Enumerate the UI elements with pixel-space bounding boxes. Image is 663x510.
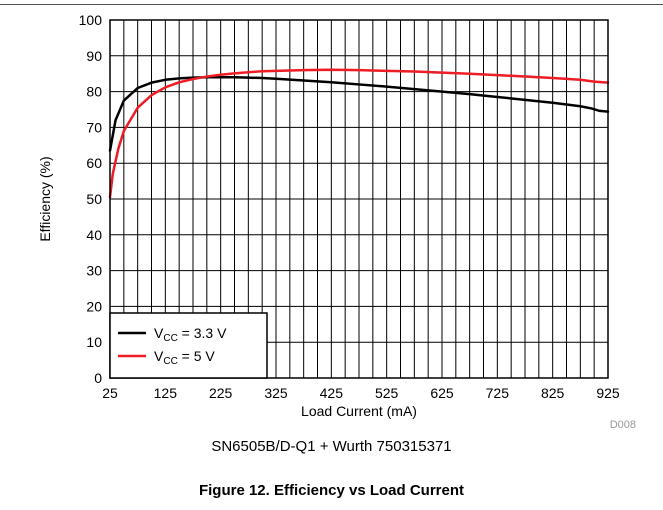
plot-frame [109,19,609,379]
y-tick-label: 70 [86,119,102,135]
y-tick-label: 50 [86,191,102,207]
x-tick-labels: 25 125 225 325 425 525 625 725 825 925 [102,385,620,401]
y-tick-label: 90 [86,48,102,64]
series-line-vcc-3-3 [108,76,610,152]
x-tick-label: 725 [486,385,510,401]
figure-caption: Figure 12. Efficiency vs Load Current [198,482,465,499]
x-tick-label: 25 [102,385,118,401]
figure-subtitle: SN6505B/D-Q1 + Wurth 750315371 [211,438,452,455]
legend-label-vcc-3-3: VCC = 3.3 V [154,325,227,344]
y-tick-label: 30 [86,263,102,279]
x-axis-label: Load Current (mA) [301,403,417,419]
x-tick-label: 325 [264,385,288,401]
y-tick-label: 0 [94,370,102,386]
y-tick-label: 10 [86,334,102,350]
x-tick-label: 825 [541,385,565,401]
legend-label-vcc-5: VCC = 5 V [154,348,215,367]
efficiency-chart: 25 125 225 325 425 525 625 725 825 925 0 10 20 30 40 5… [37,12,636,430]
x-tick-label: 625 [430,385,454,401]
legend-box [109,312,268,379]
figure-code: D008 [610,419,636,430]
y-tick-label: 40 [86,227,102,243]
x-tick-label: 225 [209,385,233,401]
series-line-vcc-5 [108,68,610,199]
legend: VCC = 3.3 V VCC = 5 V [109,312,268,379]
x-tick-label: 425 [320,385,344,401]
y-tick-labels: 0 10 20 30 40 50 60 70 80 90 100 [79,12,103,386]
x-tick-label: 925 [596,385,620,401]
x-tick-label: 125 [154,385,178,401]
y-tick-label: 60 [86,155,102,171]
chart-series [108,68,610,199]
y-tick-label: 100 [79,12,103,28]
x-tick-label: 525 [375,385,399,401]
y-axis-label: Efficiency (%) [37,156,53,241]
page-top-rule [0,4,663,5]
y-tick-label: 20 [86,298,102,314]
y-tick-label: 80 [86,84,102,100]
